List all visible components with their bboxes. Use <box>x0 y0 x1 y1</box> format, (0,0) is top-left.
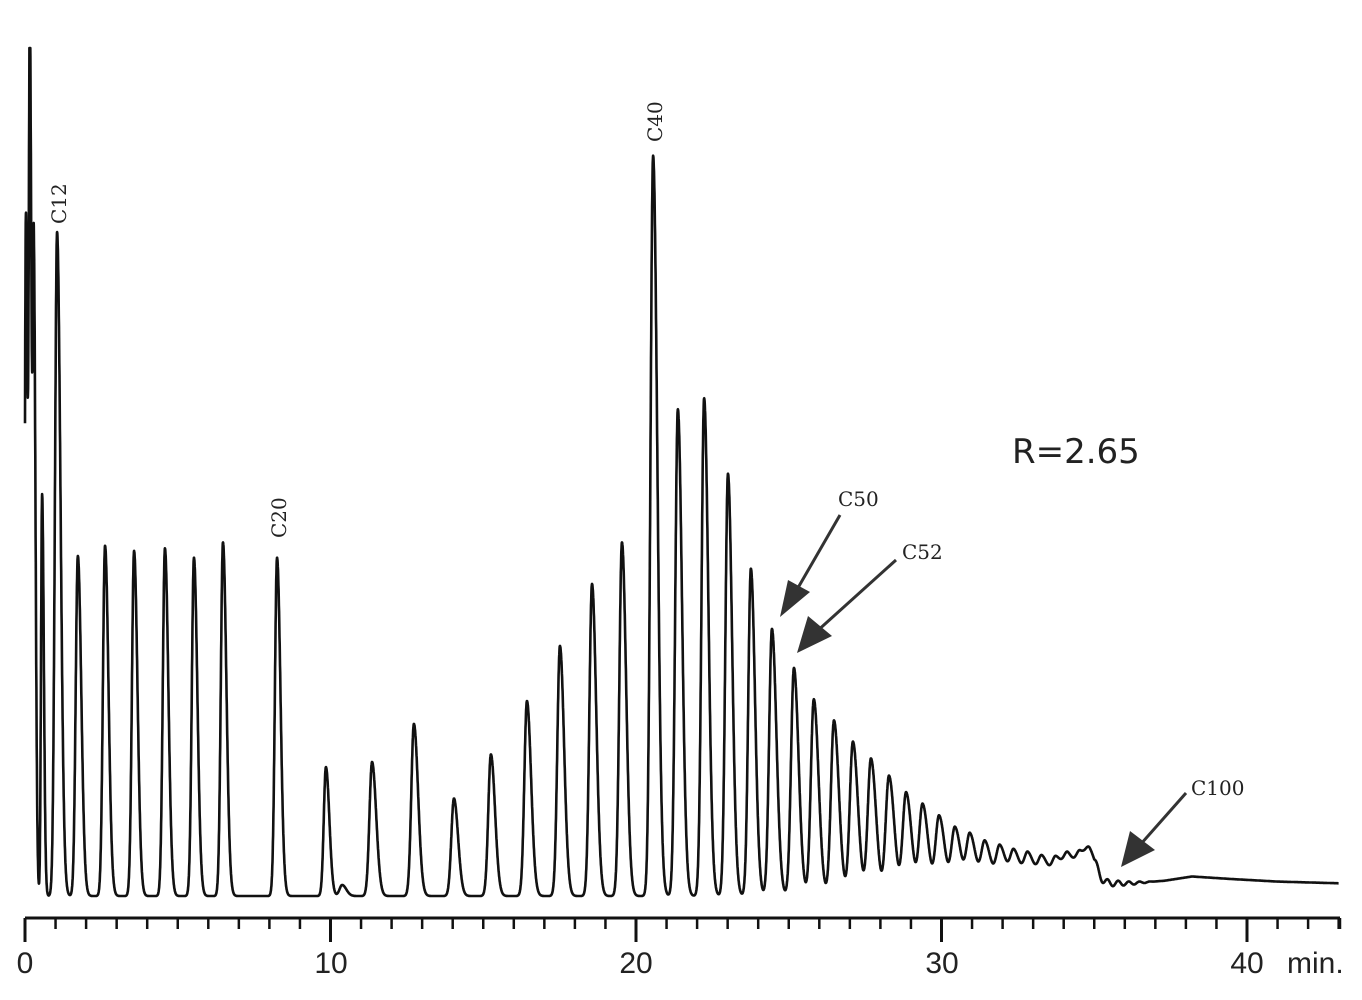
label-c52: C52 <box>902 540 943 564</box>
arrow-c50 <box>780 514 842 617</box>
tick-label-0: 0 <box>17 947 34 980</box>
x-axis-ticks <box>23 918 1342 942</box>
x-axis: 0 10 20 30 40 min. <box>17 916 1344 980</box>
tick-label-10: 10 <box>314 947 347 980</box>
arrow-c52 <box>797 558 898 653</box>
peak-labels: C12 C20 C40 C50 C52 C100 R=2.65 <box>47 101 1244 867</box>
label-c50: C50 <box>838 487 879 511</box>
label-c100: C100 <box>1191 776 1244 800</box>
label-c40: C40 <box>643 101 667 142</box>
tick-label-20: 20 <box>619 947 652 980</box>
label-c20: C20 <box>267 497 291 538</box>
tick-label-40: 40 <box>1230 947 1263 980</box>
arrow-c100 <box>1121 792 1188 867</box>
tick-label-30: 30 <box>925 947 958 980</box>
label-c12: C12 <box>47 183 71 224</box>
x-axis-unit-label: min. <box>1287 947 1344 980</box>
r-value-annotation: R=2.65 <box>1012 432 1140 472</box>
chromatogram-trace <box>23 46 1340 898</box>
